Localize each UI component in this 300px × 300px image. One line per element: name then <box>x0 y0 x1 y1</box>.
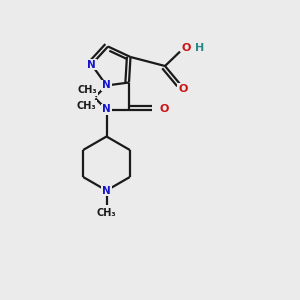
Text: N: N <box>102 185 111 196</box>
Text: O: O <box>182 43 191 53</box>
Text: H: H <box>195 43 204 53</box>
Text: CH₃: CH₃ <box>76 100 96 111</box>
Text: CH₃: CH₃ <box>97 208 116 218</box>
Text: O: O <box>159 104 168 115</box>
Text: CH₃: CH₃ <box>77 85 97 95</box>
Text: N: N <box>102 80 111 91</box>
Text: N: N <box>87 59 96 70</box>
Text: N: N <box>102 104 111 115</box>
Text: O: O <box>178 83 188 94</box>
